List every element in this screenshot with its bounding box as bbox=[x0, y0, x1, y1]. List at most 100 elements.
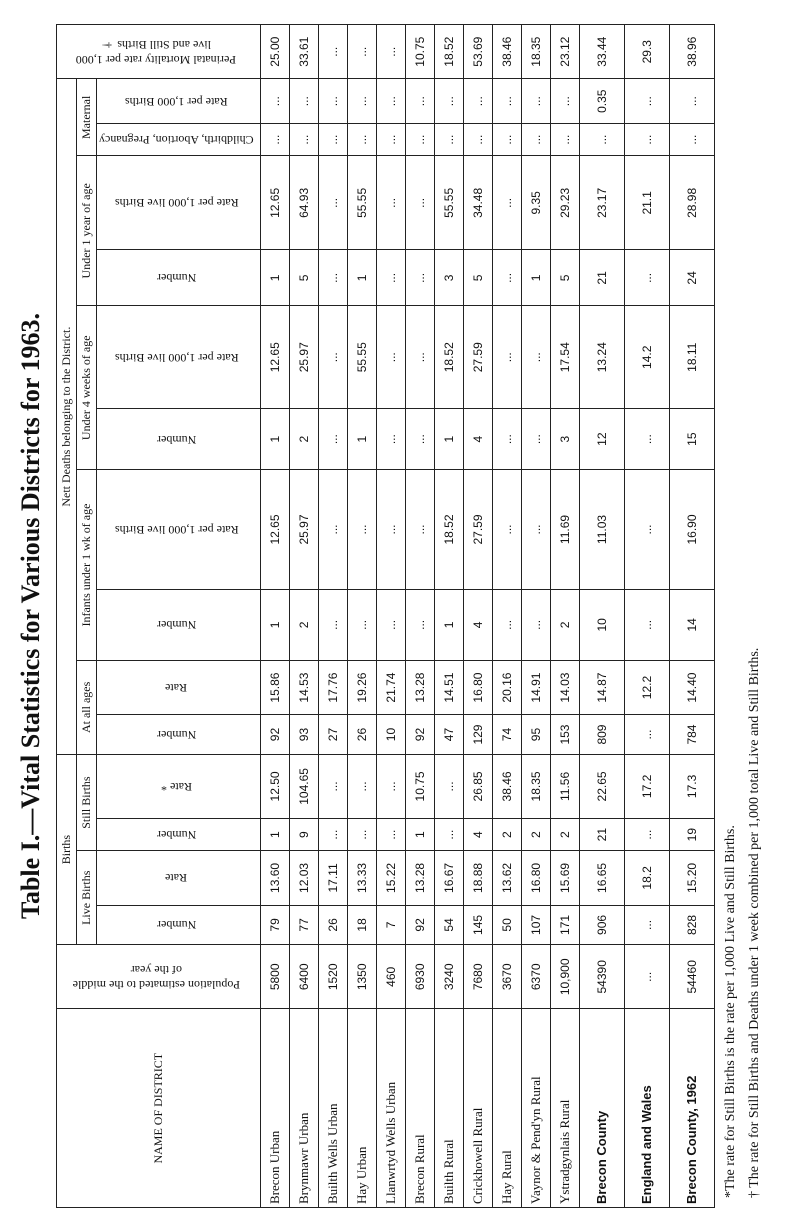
cell: 809 bbox=[579, 714, 625, 755]
cell: 5800 bbox=[260, 944, 290, 1009]
cell: ... bbox=[550, 78, 580, 124]
cell: ... bbox=[669, 78, 715, 124]
cell: ... bbox=[347, 78, 377, 124]
cell: 9 bbox=[289, 818, 319, 851]
cell: ... bbox=[579, 123, 625, 156]
cell: ... bbox=[492, 249, 522, 306]
cell: 38.46 bbox=[492, 24, 522, 79]
cell: ... bbox=[463, 123, 493, 156]
subheader-text: Rate per 1,000 live Births bbox=[114, 523, 239, 537]
cell: 21 bbox=[579, 249, 625, 306]
cell: ... bbox=[260, 78, 290, 124]
cell: 129 bbox=[463, 714, 493, 755]
cell: 1 bbox=[347, 249, 377, 306]
cell: 104.65 bbox=[289, 754, 319, 819]
subheader-text: Number bbox=[156, 271, 196, 286]
cell: ... bbox=[318, 589, 348, 661]
cell: ... bbox=[318, 249, 348, 306]
cell: 26.85 bbox=[463, 754, 493, 819]
cell: ... bbox=[376, 589, 406, 661]
cell: 13.28 bbox=[405, 660, 435, 715]
subheader: Number bbox=[96, 589, 261, 661]
cell: 19 bbox=[669, 818, 715, 851]
cell: 12.2 bbox=[624, 660, 670, 715]
header-text: Population estimated to the middle of th… bbox=[72, 962, 240, 992]
cell: 5 bbox=[463, 249, 493, 306]
subheader: Rate * bbox=[96, 754, 261, 819]
cell: 15.20 bbox=[669, 850, 715, 906]
cell: 906 bbox=[579, 905, 625, 945]
cell: 18.35 bbox=[521, 754, 551, 819]
cell: 29.23 bbox=[550, 155, 580, 250]
subheader: Number bbox=[96, 818, 261, 851]
cell: 38.96 bbox=[669, 24, 715, 79]
cell: 23.12 bbox=[550, 24, 580, 79]
cell: ... bbox=[289, 123, 319, 156]
cell: ... bbox=[624, 589, 670, 661]
cell: 24 bbox=[669, 249, 715, 306]
cell: 92 bbox=[405, 714, 435, 755]
cell: 0.35 bbox=[579, 78, 625, 124]
cell: 11.03 bbox=[579, 469, 625, 590]
cell: ... bbox=[347, 754, 377, 819]
cell: 460 bbox=[376, 944, 406, 1009]
cell: ... bbox=[492, 123, 522, 156]
cell: 14.53 bbox=[289, 660, 319, 715]
cell: 18.52 bbox=[434, 305, 464, 409]
cell: 23.17 bbox=[579, 155, 625, 250]
table-row: Builth Rural 3240 54 16.67...... 47 14.51 1 18.… bbox=[434, 24, 464, 1208]
cell: ... bbox=[405, 305, 435, 409]
cell: 4 bbox=[463, 408, 493, 470]
subheader-text: Rate * bbox=[160, 779, 192, 794]
district-name: Llanwrtyd Wells Urban bbox=[376, 1008, 406, 1208]
cell: ... bbox=[289, 78, 319, 124]
cell: 50 bbox=[492, 905, 522, 945]
cell: ... bbox=[624, 818, 670, 851]
cell: 29.3 bbox=[624, 24, 670, 79]
header-deaths: Nett Deaths belonging to the District. bbox=[56, 78, 77, 755]
cell: ... bbox=[624, 944, 670, 1009]
cell: 1520 bbox=[318, 944, 348, 1009]
cell: 5 bbox=[550, 249, 580, 306]
header-population: Population estimated to the middle of th… bbox=[56, 944, 261, 1009]
cell: 16.67 bbox=[434, 850, 464, 906]
cell: 784 bbox=[669, 714, 715, 755]
cell: 25.97 bbox=[289, 305, 319, 409]
subheader-text: Rate per 1,000 live Births bbox=[114, 196, 239, 211]
cell: 1 bbox=[347, 408, 377, 470]
cell: 53.69 bbox=[463, 24, 493, 79]
cell: 4 bbox=[463, 589, 493, 661]
table-row: Brecon Rural 6930 92 13.28 1 10.75 92 13.28....… bbox=[405, 24, 435, 1208]
subheader: Number bbox=[96, 905, 261, 945]
cell: 13.60 bbox=[260, 850, 290, 906]
cell: 18.52 bbox=[434, 469, 464, 590]
cell: ... bbox=[434, 754, 464, 819]
cell: ... bbox=[260, 123, 290, 156]
table-row: Ystradgynlais Rural 10,900 171 15.69 2 11.56 1… bbox=[550, 24, 580, 1208]
cell: 18.88 bbox=[463, 850, 493, 906]
header-under-1yr: Under 1 year of age bbox=[76, 155, 97, 306]
cell: 55.55 bbox=[434, 155, 464, 250]
cell: ... bbox=[376, 754, 406, 819]
cell: 14.2 bbox=[624, 305, 670, 409]
cell: 1 bbox=[260, 249, 290, 306]
cell: 79 bbox=[260, 905, 290, 945]
cell: 25.00 bbox=[260, 24, 290, 79]
cell: 12.65 bbox=[260, 155, 290, 250]
subheader: Rate bbox=[96, 850, 261, 906]
table-row: Brynmawr Urban 6400 77 12.03 9 104.65 93 14.53 2… bbox=[289, 24, 319, 1208]
header-all-ages: At all ages bbox=[76, 660, 97, 755]
district-name: Brecon County, 1962 bbox=[669, 1008, 715, 1208]
cell: ... bbox=[405, 589, 435, 661]
cell: ... bbox=[376, 123, 406, 156]
title: Table I.—Vital Statistics for Various Di… bbox=[16, 313, 45, 919]
cell: ... bbox=[318, 469, 348, 590]
cell: 14.87 bbox=[579, 660, 625, 715]
subheader: Number bbox=[96, 249, 261, 306]
subheader-text: Number bbox=[156, 618, 196, 633]
cell: ... bbox=[521, 305, 551, 409]
cell: ... bbox=[318, 305, 348, 409]
cell: ... bbox=[492, 155, 522, 250]
header-text: Perinatal Mortality rate per 1,000 live … bbox=[76, 37, 237, 67]
cell: ... bbox=[434, 78, 464, 124]
